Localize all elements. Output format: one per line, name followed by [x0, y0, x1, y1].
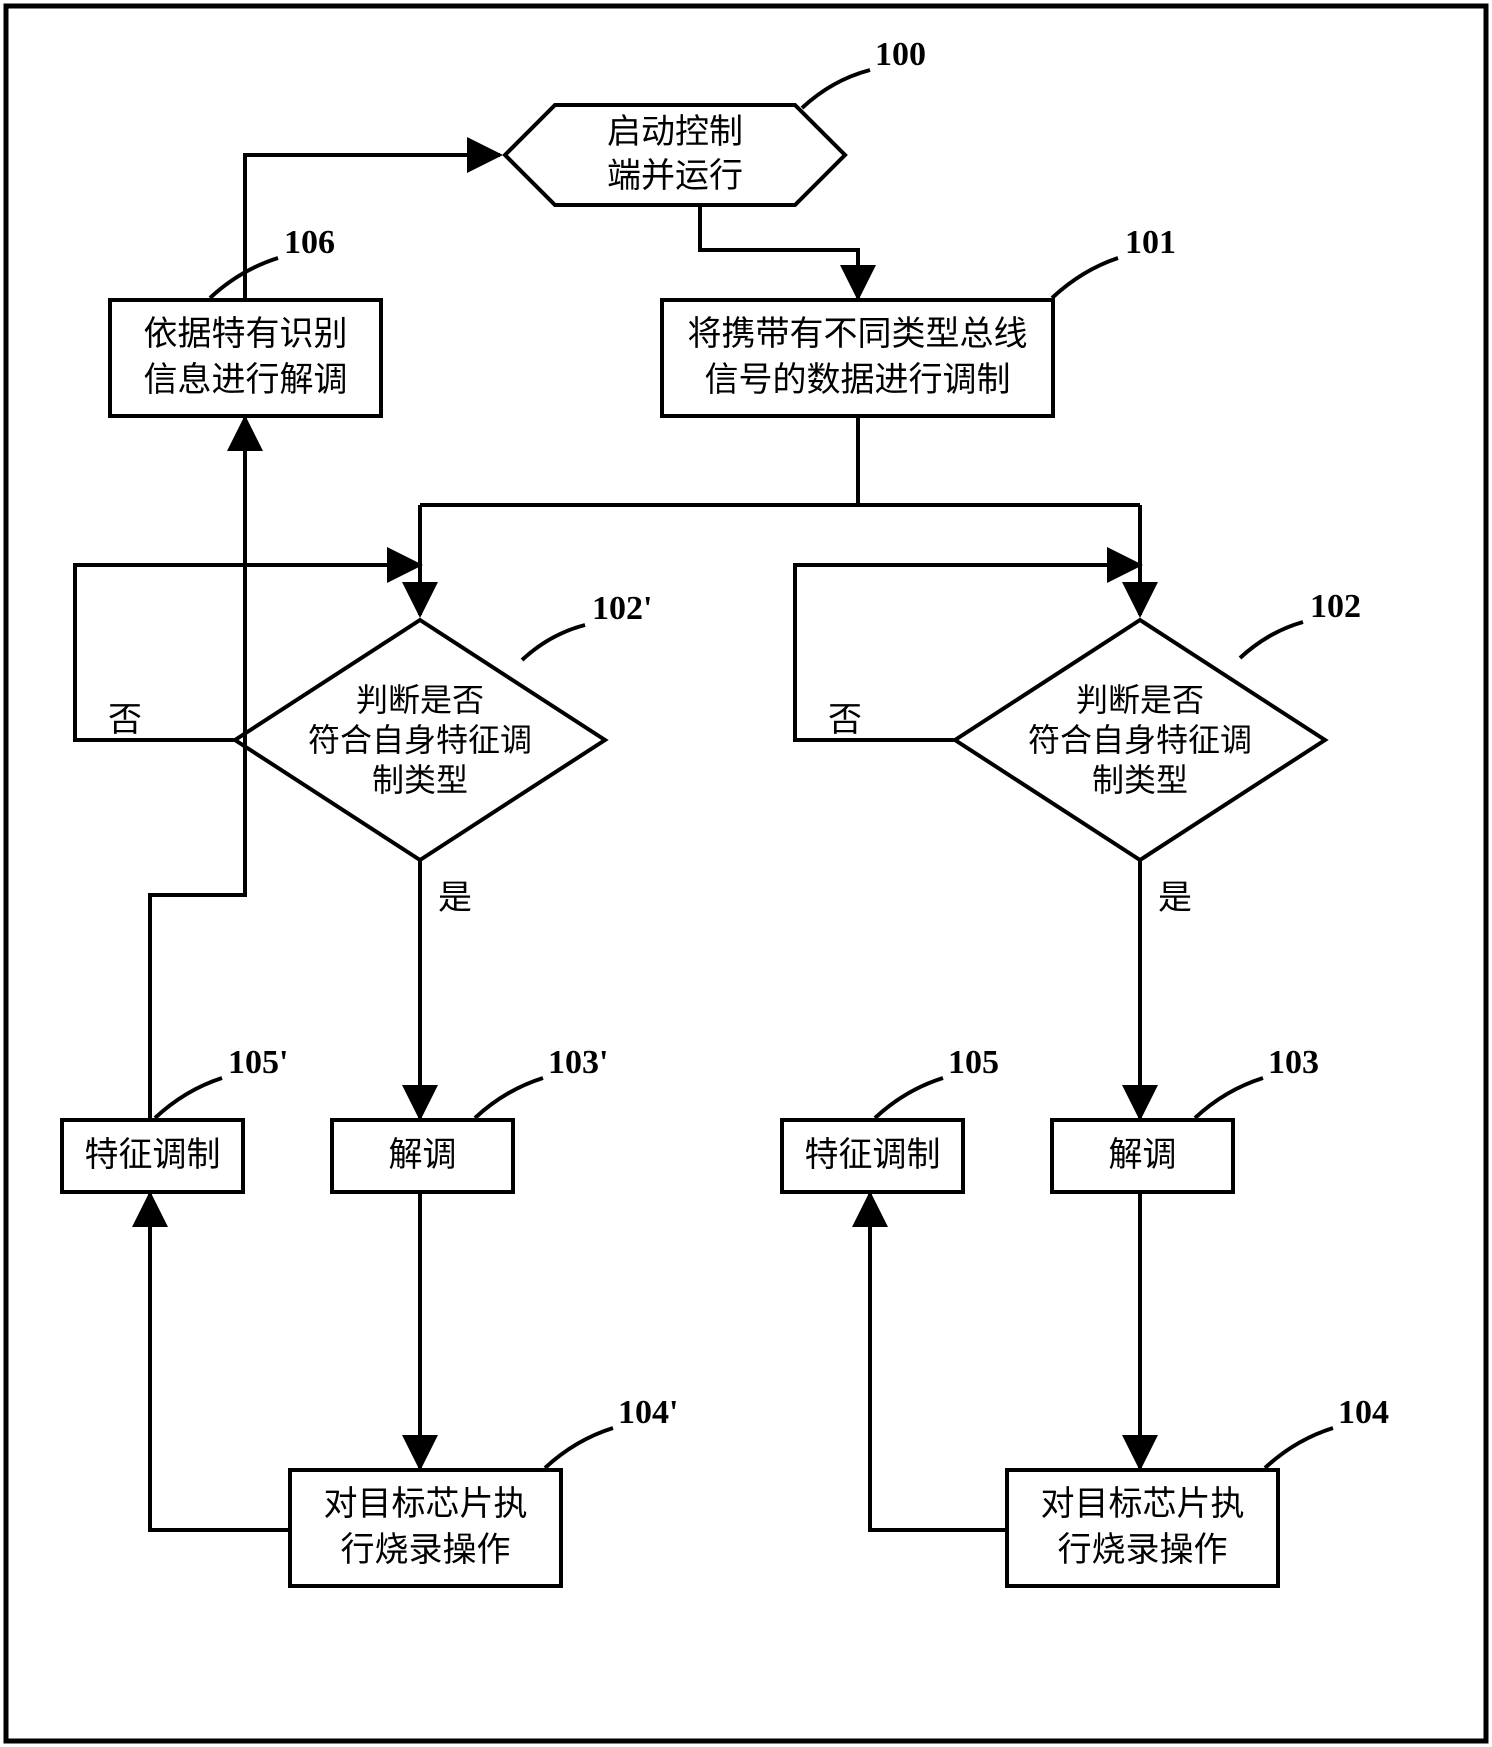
- label-102p: 102': [592, 590, 652, 628]
- label-105p: 105': [228, 1044, 288, 1082]
- label-106: 106: [284, 224, 335, 262]
- node-104-text: 对目标芯片执 行烧录操作: [1041, 1482, 1245, 1574]
- node-103-text: 解调: [1109, 1133, 1177, 1179]
- node-104p-text: 对目标芯片执 行烧录操作: [324, 1482, 528, 1574]
- node-101-text: 将携带有不同类型总线 信号的数据进行调制: [688, 312, 1028, 404]
- node-106-text: 依据特有识别 信息进行解调: [144, 312, 348, 404]
- node-103p-text: 解调: [389, 1133, 457, 1179]
- label-102: 102: [1310, 588, 1361, 626]
- edge-yes-left: 是: [438, 870, 472, 919]
- node-105: 特征调制: [780, 1118, 965, 1194]
- node-start-text: 启动控制 端并运行: [607, 111, 743, 199]
- label-104: 104: [1338, 1394, 1389, 1432]
- edge-no-left: 否: [108, 692, 142, 741]
- label-101: 101: [1125, 224, 1176, 262]
- node-103: 解调: [1050, 1118, 1235, 1194]
- node-103p: 解调: [330, 1118, 515, 1194]
- node-104: 对目标芯片执 行烧录操作: [1005, 1468, 1280, 1588]
- node-102p-text: 判断是否 符合自身特征调 制类型: [308, 680, 532, 800]
- node-start-hexagon: 启动控制 端并运行: [505, 105, 845, 205]
- node-102-diamond: 判断是否 符合自身特征调 制类型: [955, 620, 1325, 860]
- edge-yes-right: 是: [1158, 870, 1192, 919]
- node-105-text: 特征调制: [805, 1133, 941, 1179]
- node-105p-text: 特征调制: [85, 1133, 221, 1179]
- label-100: 100: [875, 36, 926, 74]
- node-101: 将携带有不同类型总线 信号的数据进行调制: [660, 298, 1055, 418]
- node-102-text: 判断是否 符合自身特征调 制类型: [1028, 680, 1252, 800]
- edge-no-right: 否: [828, 692, 862, 741]
- label-103p: 103': [548, 1044, 608, 1082]
- label-105: 105: [948, 1044, 999, 1082]
- node-102p-diamond: 判断是否 符合自身特征调 制类型: [235, 620, 605, 860]
- label-103: 103: [1268, 1044, 1319, 1082]
- node-104p: 对目标芯片执 行烧录操作: [288, 1468, 563, 1588]
- label-104p: 104': [618, 1394, 678, 1432]
- node-106: 依据特有识别 信息进行解调: [108, 298, 383, 418]
- node-105p: 特征调制: [60, 1118, 245, 1194]
